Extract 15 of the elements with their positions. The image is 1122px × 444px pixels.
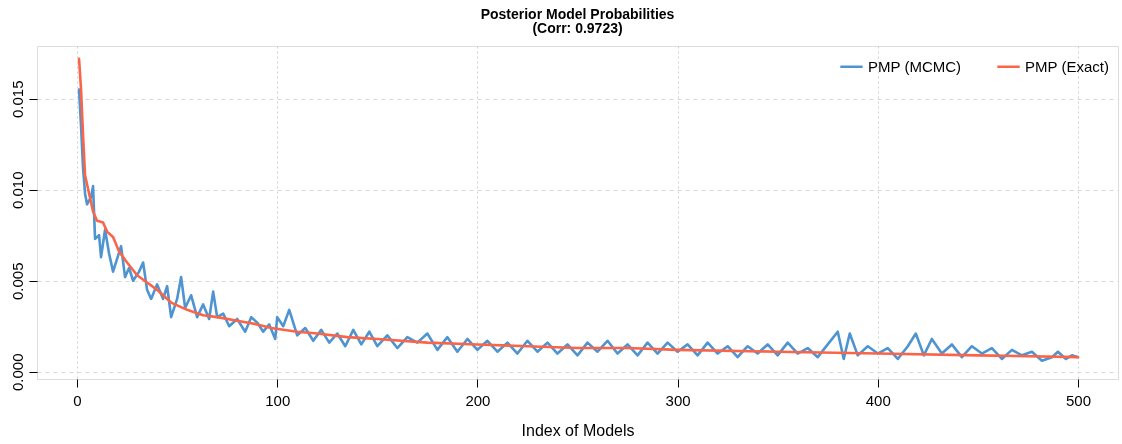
x-tick-label: 300 [665, 391, 691, 409]
x-tick-label: 400 [865, 391, 891, 409]
y-tick-label: 0.005 [8, 262, 26, 301]
x-tick-label: 0 [73, 391, 82, 409]
x-tick-label: 100 [265, 391, 291, 409]
y-tick-label: 0.000 [8, 353, 26, 391]
y-tick-label: 0.010 [8, 171, 26, 210]
x-tick-label: 200 [465, 391, 491, 409]
x-tick-label: 500 [1065, 391, 1091, 409]
legend-label: PMP (Exact) [1025, 57, 1109, 75]
chart-title: Posterior Model Probabilities [480, 6, 675, 22]
x-axis-title: Index of Models [521, 421, 635, 439]
legend-label: PMP (MCMC) [868, 57, 962, 75]
y-tick-label: 0.015 [8, 80, 26, 119]
chart-subtitle: (Corr: 0.9723) [532, 20, 623, 36]
